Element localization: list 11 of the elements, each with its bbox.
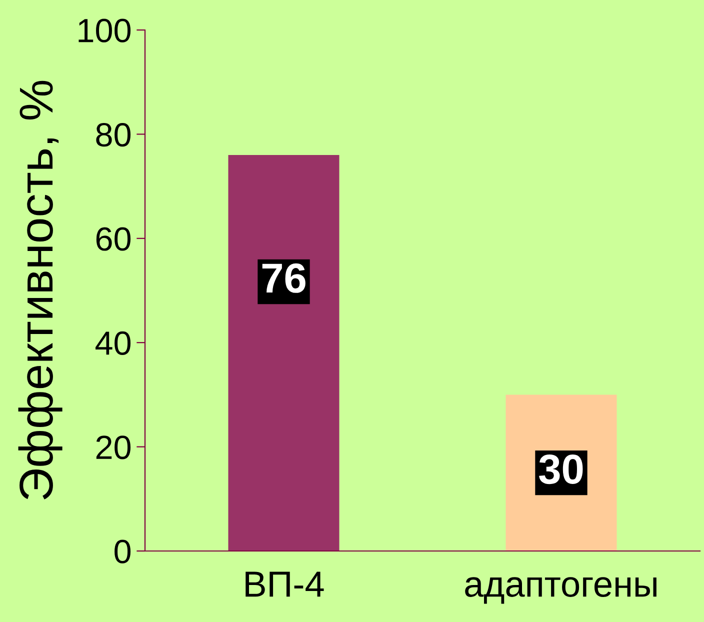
y-tick-label: 100 xyxy=(78,18,131,42)
data-label: 76 xyxy=(262,263,306,293)
y-tick-label: 80 xyxy=(96,123,131,147)
x-tick-label: ВП-4 xyxy=(246,572,324,597)
y-axis-title: Эффективность, % xyxy=(18,80,62,500)
x-tick-label: адаптогены xyxy=(465,577,656,604)
data-label: 30 xyxy=(539,454,583,484)
y-tick-label: 40 xyxy=(96,331,131,356)
y-tick-label: 0 xyxy=(114,540,131,564)
y-tick-label: 60 xyxy=(96,227,131,251)
y-tick-label: 20 xyxy=(96,436,131,460)
